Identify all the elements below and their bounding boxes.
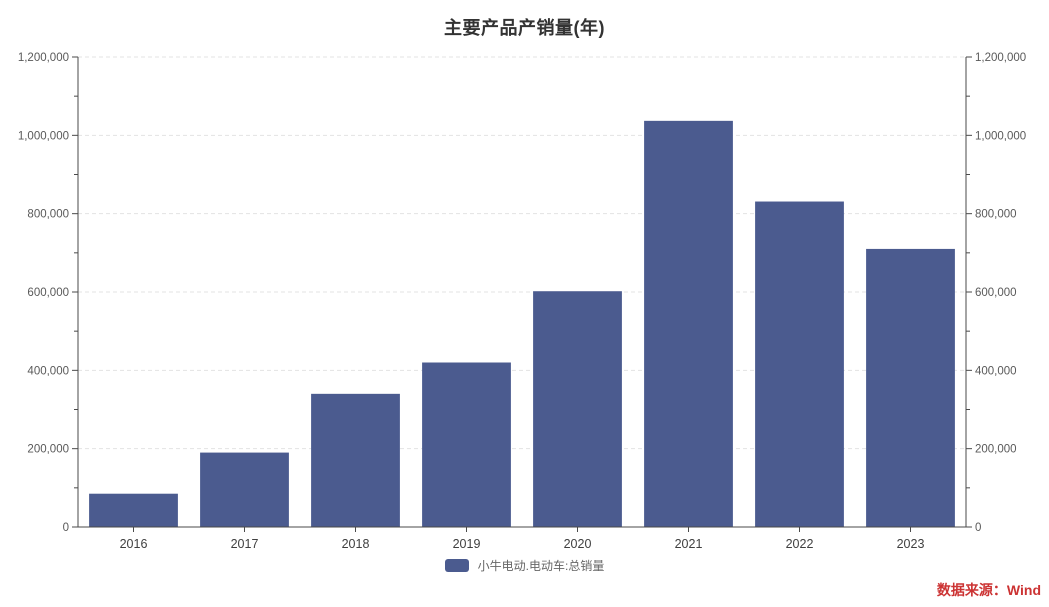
y-axis-label-left: 1,000,000 <box>18 130 69 142</box>
y-axis-label-right: 200,000 <box>975 444 1017 456</box>
y-axis-label-left: 600,000 <box>27 287 69 299</box>
legend-swatch-icon <box>444 559 469 572</box>
bar-2020 <box>533 291 622 527</box>
data-source-note: 数据来源：Wind <box>936 582 1041 598</box>
bar-2017 <box>200 452 289 527</box>
bar-2018 <box>311 393 400 527</box>
bar-2022 <box>755 201 844 527</box>
y-axis-label-left: 1,200,000 <box>18 52 69 64</box>
bar-2021 <box>644 120 733 527</box>
x-axis-label: 2021 <box>675 537 703 551</box>
y-axis-label-left: 800,000 <box>27 209 69 221</box>
y-axis-label-right: 1,200,000 <box>975 52 1026 64</box>
y-axis-label-right: 800,000 <box>975 209 1017 221</box>
bar-2023 <box>866 248 955 527</box>
chart-title: 主要产品产销量(年) <box>444 18 605 38</box>
x-axis-label: 2017 <box>231 537 259 551</box>
y-axis-label-right: 600,000 <box>975 287 1017 299</box>
x-axis-label: 2022 <box>786 537 814 551</box>
y-axis-label-right: 1,000,000 <box>975 130 1026 142</box>
x-axis-label: 2016 <box>120 537 148 551</box>
y-axis-label-right: 0 <box>975 522 981 534</box>
y-axis-label-right: 400,000 <box>975 365 1017 377</box>
y-axis-label-left: 200,000 <box>27 444 69 456</box>
x-axis-label: 2018 <box>342 537 370 551</box>
y-axis-label-left: 400,000 <box>27 365 69 377</box>
x-axis-label: 2023 <box>897 537 925 551</box>
y-axis-label-left: 0 <box>63 522 69 534</box>
x-axis-label: 2020 <box>564 537 592 551</box>
chart-legend: 小牛电动.电动车:总销量 <box>0 557 1049 574</box>
legend-series-label: 小牛电动.电动车:总销量 <box>477 559 605 573</box>
bar-2019 <box>422 362 511 527</box>
x-axis-label: 2019 <box>453 537 481 551</box>
bar-2016 <box>89 493 178 527</box>
